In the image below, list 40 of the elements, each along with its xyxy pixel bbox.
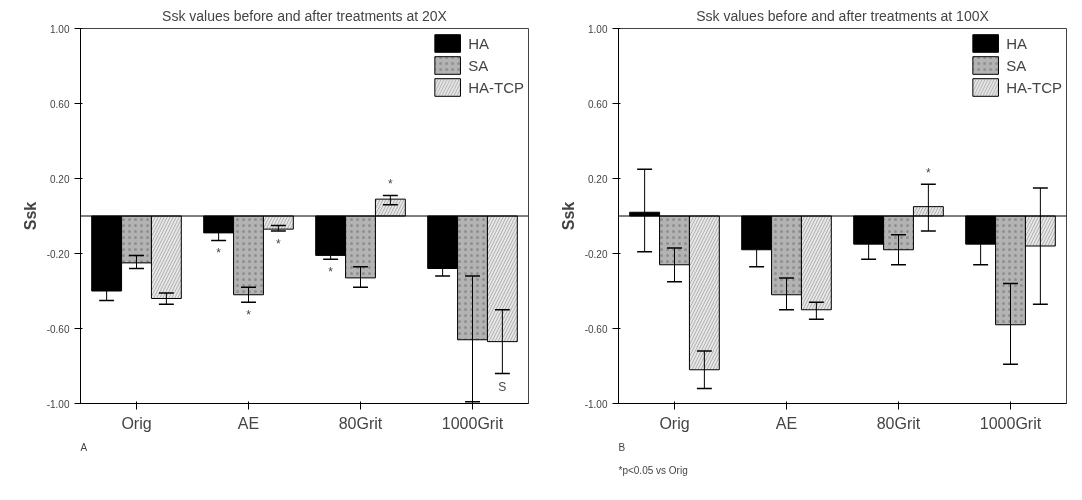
chart-title: Ssk values before and after treatments at 100X <box>696 7 990 24</box>
y-tick-label: 0.20 <box>50 173 70 185</box>
data-label: * <box>328 265 334 280</box>
legend-label: SA <box>1006 56 1027 74</box>
data-label: S <box>498 379 507 394</box>
x-tick-label: 1000Grit <box>441 414 504 432</box>
legend-label: HA-TCP <box>1006 78 1062 96</box>
x-tick-label: 80Grit <box>876 414 921 432</box>
y-tick-label: -0.60 <box>584 323 608 335</box>
y-tick-label: -1.00 <box>584 398 608 410</box>
x-tick-label: 1000Grit <box>979 414 1042 432</box>
text: B <box>618 441 626 453</box>
data-label: * <box>276 237 282 251</box>
x-tick-label: AE <box>237 414 260 432</box>
y-tick-label: 0.60 <box>50 98 70 110</box>
y-tick-label: -0.20 <box>46 248 70 260</box>
data-label: * <box>388 177 394 192</box>
y-axis-title: Ssk <box>559 201 577 231</box>
x-tick-label: Orig <box>121 414 152 432</box>
x-tick-label: Orig <box>659 414 690 432</box>
legend-label: HA <box>1006 34 1027 52</box>
y-axis-title: Ssk <box>21 201 39 231</box>
y-tick-label: -1.00 <box>46 398 70 410</box>
legend-label: HA <box>468 34 489 52</box>
y-tick-label: -0.60 <box>46 323 70 335</box>
chart-title: Ssk values before and after treatments at 20X <box>162 7 448 24</box>
legend-label: SA <box>468 56 489 74</box>
legend-label: HA-TCP <box>468 78 524 96</box>
y-tick-label: -0.20 <box>584 248 608 260</box>
y-tick-label: 0.20 <box>588 173 608 185</box>
text: *p<0.05 vs Orig <box>618 464 688 476</box>
y-tick-label: 0.60 <box>588 98 608 110</box>
x-tick-label: AE <box>775 414 798 432</box>
text: A <box>80 441 88 453</box>
data-label: * <box>216 246 222 261</box>
data-label: * <box>246 308 252 323</box>
data-label: * <box>926 166 932 181</box>
y-tick-label: 1.00 <box>50 23 70 35</box>
x-tick-label: 80Grit <box>338 414 383 432</box>
y-tick-label: 1.00 <box>588 23 608 35</box>
